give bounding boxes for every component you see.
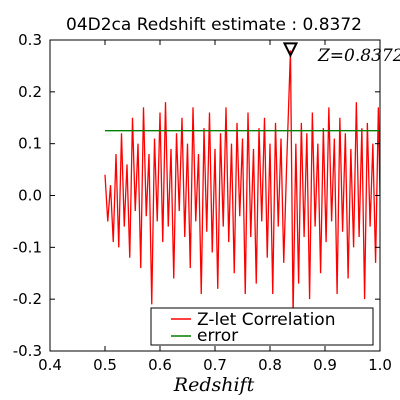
x-tick-label: 0.9 — [313, 356, 337, 374]
legend-label-error: error — [197, 326, 238, 346]
x-tick-label: 0.5 — [93, 356, 117, 374]
x-tick-label: 0.4 — [38, 356, 62, 374]
correlation-series-line — [104, 50, 380, 315]
y-tick-label: 0.2 — [18, 83, 42, 101]
y-tick-label: -0.2 — [13, 290, 42, 308]
x-tick-label: 0.8 — [258, 356, 282, 374]
y-tick-label: 0.0 — [18, 187, 42, 205]
y-tick-label: -0.3 — [13, 342, 42, 360]
y-tick-label: -0.1 — [13, 238, 42, 256]
ticks-layer: 0.4 0.5 0.6 0.7 0.8 0.9 1.0 0.3 0.2 0.1 0.0 -0.1 -0.… — [13, 31, 392, 374]
chart-title: 04D2ca Redshift estimate : 0.8372 — [66, 15, 362, 35]
x-tick-label: 1.0 — [368, 356, 392, 374]
x-tick-label: 0.6 — [148, 356, 172, 374]
y-tick-label: 0.1 — [18, 135, 42, 153]
legend: Z-let Correlation error — [150, 307, 374, 346]
legend-box — [150, 307, 374, 346]
redshift-annotation: Z=0.8372 — [317, 46, 400, 66]
legend-label-correlation: Z-let Correlation — [197, 310, 335, 330]
redshift-marker-triangle — [282, 42, 299, 58]
y-tick-label: 0.3 — [18, 31, 42, 49]
x-axis-label: Redshift — [173, 374, 255, 396]
series-layer — [104, 50, 380, 315]
x-tick-label: 0.7 — [203, 356, 227, 374]
marker-layer — [282, 42, 299, 58]
